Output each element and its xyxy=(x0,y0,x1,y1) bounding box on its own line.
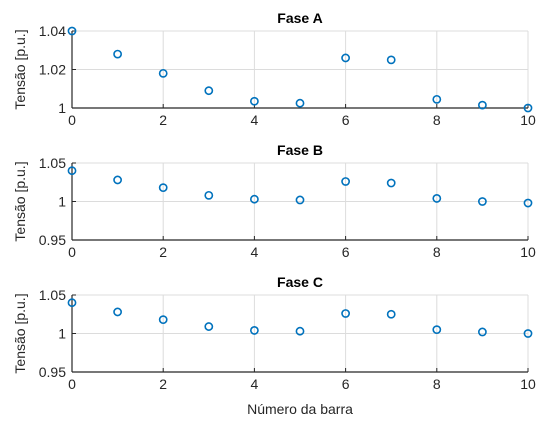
data-point xyxy=(477,327,487,337)
y-axis-label: Tensão [p.u.] xyxy=(12,29,28,109)
data-point xyxy=(249,326,259,335)
panel-fase-a: 0 2 4 6 8 10 1 1.02 1.04 Fase A Tensão [p.u.] xyxy=(12,10,536,128)
data-point xyxy=(249,96,259,106)
data-point xyxy=(477,197,487,206)
data-point xyxy=(158,183,168,193)
x-tick-label: 10 xyxy=(520,376,536,392)
data-point xyxy=(67,26,77,36)
data-point xyxy=(523,198,533,208)
x-tick-label: 4 xyxy=(251,244,259,260)
axes: 0 2 4 6 8 10 0.95 1 1.05 xyxy=(39,287,536,392)
panel-title: Fase B xyxy=(277,142,323,158)
markers xyxy=(67,26,533,113)
data-point xyxy=(67,166,77,176)
data-point xyxy=(204,322,214,331)
y-tick-label: 1 xyxy=(58,194,66,210)
panel-fase-b: 0 2 4 6 8 10 0.95 1 1.05 Fase B Tensão [p.u.] xyxy=(12,142,536,260)
data-point xyxy=(249,194,259,204)
x-tick-label: 0 xyxy=(68,376,76,392)
markers xyxy=(67,298,533,338)
data-point xyxy=(523,329,533,338)
data-point xyxy=(432,194,442,203)
x-tick-label: 2 xyxy=(159,376,167,392)
x-tick-label: 0 xyxy=(68,112,76,128)
x-tick-label: 2 xyxy=(159,112,167,128)
x-tick-label: 4 xyxy=(251,376,259,392)
y-tick-label: 1 xyxy=(58,326,66,342)
panel-title: Fase C xyxy=(277,274,323,290)
x-tick-label: 2 xyxy=(159,244,167,260)
data-point xyxy=(158,68,168,78)
x-tick-label: 6 xyxy=(342,112,350,128)
data-point xyxy=(386,178,396,188)
panel-title: Fase A xyxy=(277,10,322,26)
data-point xyxy=(295,326,305,336)
data-point xyxy=(386,55,396,65)
data-point xyxy=(204,190,214,200)
x-tick-label: 6 xyxy=(342,376,350,392)
x-tick-label: 8 xyxy=(433,244,441,260)
x-tick-label: 10 xyxy=(520,244,536,260)
x-tick-label: 4 xyxy=(251,112,259,128)
x-axis-label: Número da barra xyxy=(247,401,353,417)
panel-fase-c: 0 2 4 6 8 10 0.95 1 1.05 Fase C Tensão [p.u.] Nú… xyxy=(12,274,536,417)
data-point xyxy=(113,49,122,59)
x-tick-label: 6 xyxy=(342,244,350,260)
markers xyxy=(67,166,533,208)
y-tick-label: 1.05 xyxy=(39,155,66,171)
y-tick-label: 0.95 xyxy=(39,232,66,248)
axes: 0 2 4 6 8 10 1 1.02 1.04 xyxy=(39,23,536,128)
y-tick-label: 1 xyxy=(58,100,66,116)
data-point xyxy=(295,195,305,205)
data-point xyxy=(341,177,350,186)
y-axis-label: Tensão [p.u.] xyxy=(12,293,28,373)
data-point xyxy=(386,309,396,319)
x-tick-label: 8 xyxy=(433,376,441,392)
data-point xyxy=(113,175,122,185)
y-tick-label: 1.05 xyxy=(39,287,66,303)
data-point xyxy=(67,298,77,308)
data-point xyxy=(204,86,214,96)
data-point xyxy=(432,94,442,104)
x-tick-label: 0 xyxy=(68,244,76,260)
data-point xyxy=(341,309,350,318)
x-tick-label: 10 xyxy=(520,112,536,128)
axes: 0 2 4 6 8 10 0.95 1 1.05 xyxy=(39,155,536,260)
x-tick-label: 8 xyxy=(433,112,441,128)
y-tick-label: 0.95 xyxy=(39,364,66,380)
data-point xyxy=(158,315,168,325)
y-tick-label: 1.02 xyxy=(39,62,66,78)
data-point xyxy=(113,307,122,317)
data-point xyxy=(295,98,305,108)
data-point xyxy=(341,53,350,63)
y-axis-label: Tensão [p.u.] xyxy=(12,161,28,241)
y-tick-label: 1.04 xyxy=(39,23,66,39)
data-point xyxy=(477,100,487,110)
data-point xyxy=(523,103,533,113)
data-point xyxy=(432,325,442,335)
